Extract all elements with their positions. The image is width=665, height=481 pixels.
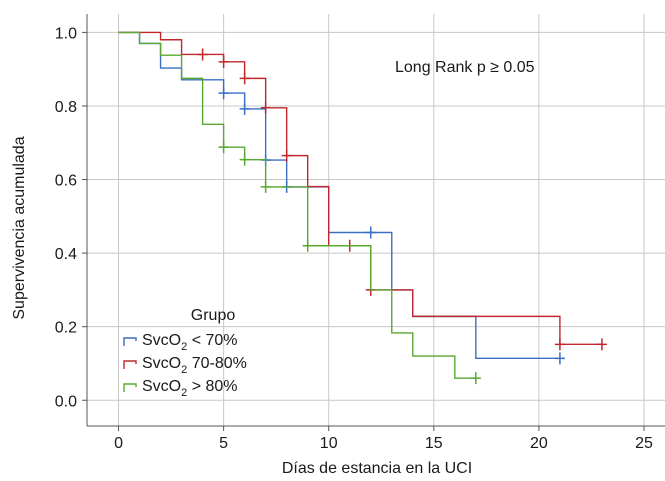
survival-step-line: [118, 31, 476, 379]
x-tick-label: 20: [530, 435, 548, 452]
y-tick-label: 1.0: [55, 25, 77, 42]
y-tick-label: 0.6: [55, 173, 77, 190]
legend-label: SvcO2 70-80%: [142, 355, 247, 376]
x-tick-label: 25: [635, 435, 653, 452]
censor-mark: [197, 48, 208, 61]
y-tick-label: 0.2: [55, 320, 77, 337]
log-rank-annotation: Long Rank p ≥ 0.05: [395, 59, 535, 76]
legend-entry: SvcO2 70-80%: [123, 355, 247, 376]
censor-mark: [470, 372, 481, 385]
axes: [86, 14, 665, 427]
y-axis-label: Supervivencia acumulada: [11, 136, 28, 319]
censor-mark: [554, 338, 565, 351]
series-2: [118, 31, 481, 385]
x-tick-label: 15: [425, 435, 443, 452]
y-tick-label: 0.4: [55, 246, 77, 263]
x-tick-label: 5: [219, 435, 228, 452]
x-tick-label: 0: [114, 435, 123, 452]
legend-entry: SvcO2 > 80%: [123, 378, 238, 399]
censor-mark: [239, 102, 250, 115]
censor-mark: [596, 338, 607, 351]
censor-mark: [239, 72, 250, 85]
censor-mark: [218, 141, 229, 154]
grid-lines: [87, 14, 665, 426]
legend-label: SvcO2 > 80%: [142, 378, 238, 399]
legend-label: SvcO2 < 70%: [142, 332, 238, 353]
legend-entry: SvcO2 < 70%: [123, 332, 238, 353]
survival-curves: [118, 31, 607, 385]
censor-mark: [281, 149, 292, 162]
y-tick-label: 0.8: [55, 99, 77, 116]
censor-mark: [239, 153, 250, 166]
censor-mark: [260, 101, 271, 114]
x-axis-label: Días de estancia en la UCI: [282, 460, 472, 477]
legend-title: Grupo: [191, 307, 236, 324]
censor-mark: [218, 55, 229, 68]
series-0: [118, 31, 565, 365]
y-tick-label: 0.0: [55, 393, 77, 410]
censor-mark: [302, 239, 313, 252]
censor-mark: [218, 87, 229, 100]
censor-mark: [365, 226, 376, 239]
legend-swatch-icon: [123, 337, 137, 346]
legend: Grupo SvcO2 < 70%SvcO2 70-80%SvcO2 > 80%: [123, 307, 247, 399]
survival-step-line: [118, 31, 560, 360]
censor-mark: [260, 180, 271, 193]
tick-labels: 0 5 10 15 20 25 0.0 0.2 0.4 0.6 0.8 1.0: [55, 25, 653, 452]
series-1: [118, 31, 607, 351]
legend-swatch-icon: [123, 383, 137, 392]
legend-swatch-icon: [123, 360, 137, 369]
censor-mark: [554, 352, 565, 365]
x-tick-label: 10: [320, 435, 338, 452]
survival-step-line: [118, 31, 602, 346]
